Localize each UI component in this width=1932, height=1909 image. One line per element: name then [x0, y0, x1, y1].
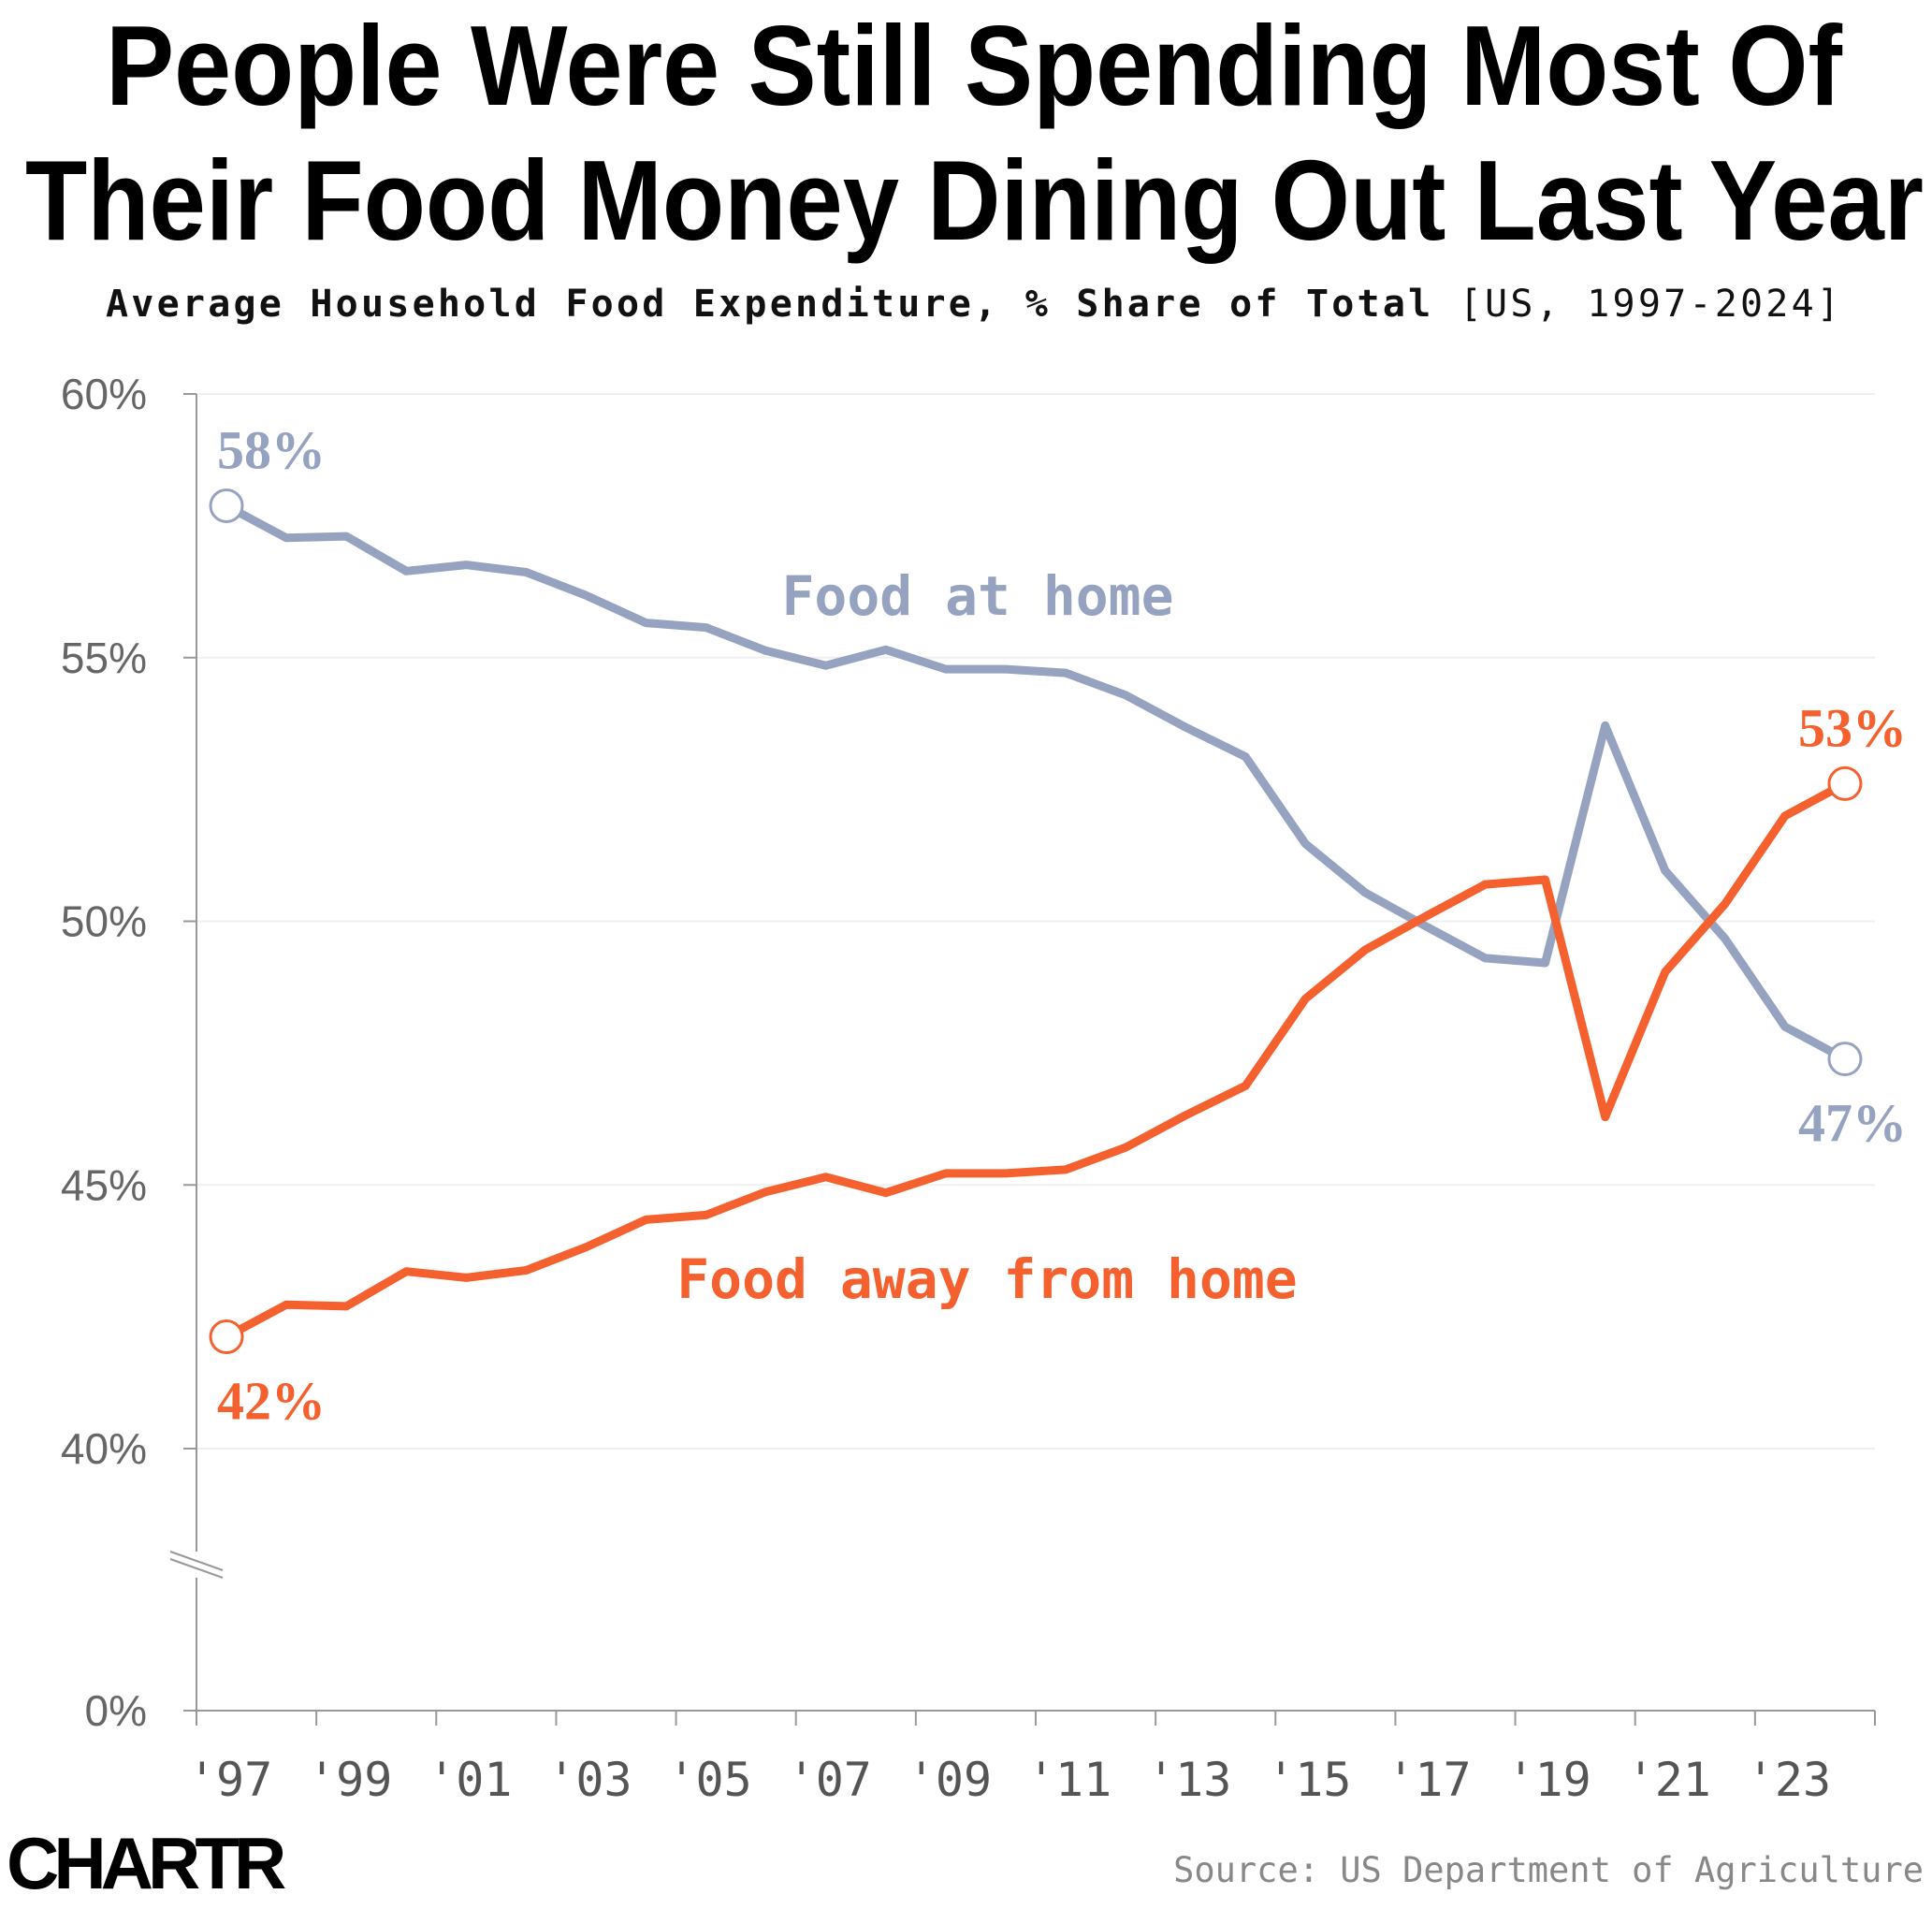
subtitle-note: [US, 1997-2024]	[1460, 283, 1839, 326]
x-tick-label: '23	[1747, 1753, 1831, 1807]
x-tick-label: '01	[428, 1753, 512, 1807]
end-marker	[209, 488, 244, 523]
chart-title: Their Food Money Dining Out Last Year	[25, 137, 1924, 264]
data-label: 53%	[1798, 697, 1907, 758]
source: Source: US Department of Agriculture	[1173, 1850, 1924, 1890]
x-tick-label: '05	[667, 1753, 751, 1807]
axis-break	[169, 1558, 224, 1579]
x-tick-label: '03	[547, 1753, 632, 1807]
x-tick-label: '13	[1147, 1753, 1231, 1807]
end-marker	[209, 1319, 244, 1355]
y-tick-label: 50%	[61, 897, 147, 946]
x-tick-label: '15	[1267, 1753, 1351, 1807]
x-tick-label: '07	[788, 1753, 872, 1807]
x-tick-label: '99	[308, 1753, 392, 1807]
x-tick-label: '09	[908, 1753, 992, 1807]
x-tick-label: '21	[1627, 1753, 1711, 1807]
x-tick-label: '19	[1506, 1753, 1591, 1807]
data-label: 58%	[217, 419, 326, 480]
data-label: 47%	[1798, 1093, 1907, 1154]
y-tick-label: 55%	[61, 634, 147, 682]
subtitle-group: Average Household Food Expenditure, % Sh…	[106, 283, 1839, 326]
series-line	[224, 780, 1848, 1341]
chart-title: People Were Still Spending Most Of	[106, 2, 1842, 129]
y-tick-label: 0%	[85, 1686, 147, 1735]
x-tick-label: '17	[1387, 1753, 1471, 1807]
x-tick-label: '97	[188, 1753, 272, 1807]
x-tick-label: '11	[1027, 1753, 1111, 1807]
y-tick-label: 60%	[61, 370, 147, 418]
series-label: Food away from home	[676, 1247, 1297, 1311]
series-label: Food at home	[781, 564, 1173, 628]
end-marker	[1827, 765, 1863, 801]
y-tick-label: 45%	[61, 1160, 147, 1209]
subtitle: Average Household Food Expenditure, % Sh…	[106, 283, 1431, 326]
end-marker	[1827, 1042, 1863, 1077]
logo: CHARTR	[7, 1822, 285, 1904]
data-label: 42%	[217, 1371, 326, 1432]
axis-break	[169, 1551, 224, 1571]
y-tick-label: 40%	[61, 1424, 147, 1473]
series-line	[224, 502, 1848, 1063]
